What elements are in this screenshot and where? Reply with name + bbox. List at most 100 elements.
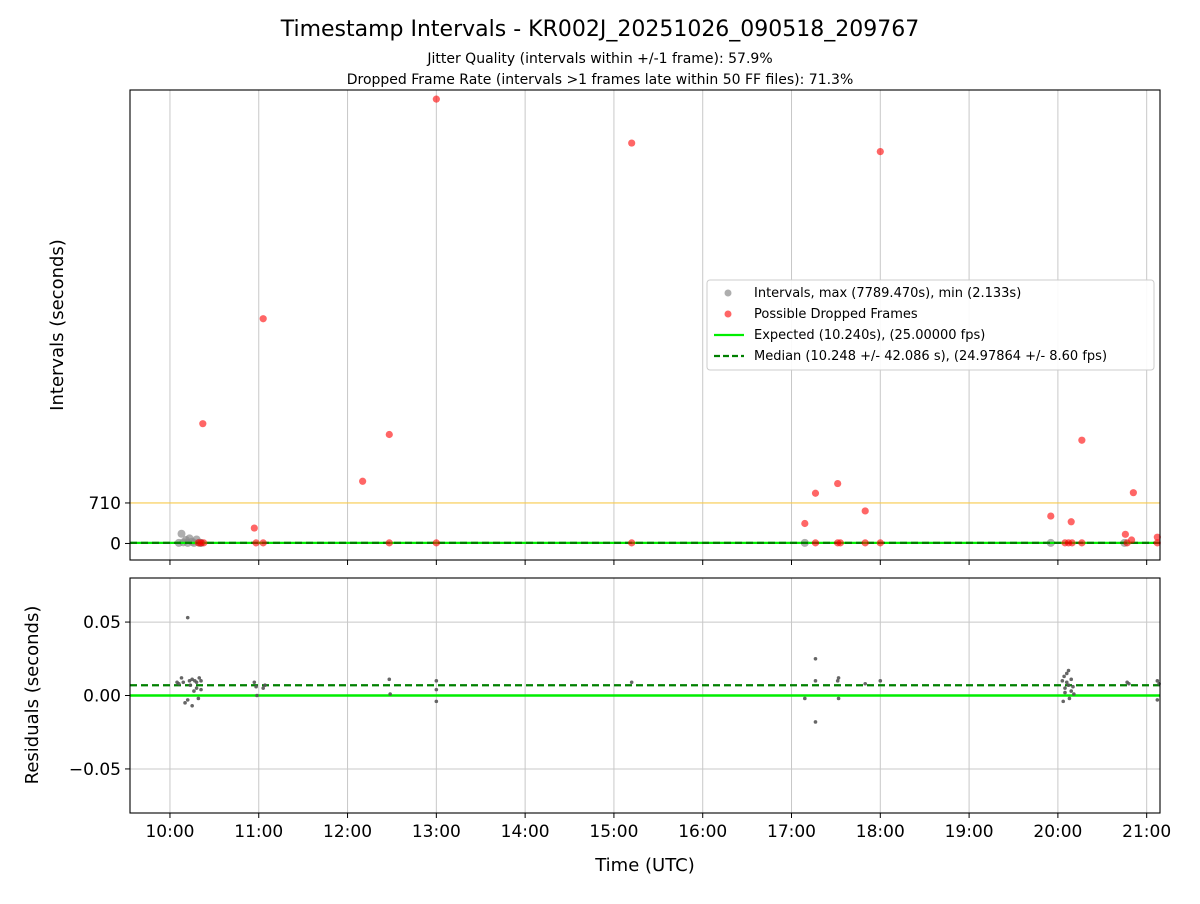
x-tick-label: 21:00 [1122, 822, 1171, 842]
residual-point [255, 693, 259, 698]
residual-point [194, 680, 199, 685]
legend-intervals-label: Intervals, max (7789.470s), min (2.133s) [754, 286, 1021, 301]
top-y-tick-label: 710 [89, 494, 121, 514]
residual-point [1069, 677, 1074, 682]
dropped-frame-point [1078, 539, 1086, 547]
residual-point [188, 683, 193, 688]
residual-point [1155, 679, 1160, 683]
top-plot-frame [129, 89, 1161, 561]
x-tick-label: 15:00 [589, 822, 638, 842]
dropped-frame-point [385, 430, 393, 439]
chart-subtitle-line2: Dropped Frame Rate (intervals >1 frames … [347, 72, 854, 88]
residual-point [1155, 698, 1160, 702]
dropped-frame-point [811, 489, 820, 497]
residual-point [863, 681, 868, 686]
residual-point [1063, 686, 1067, 690]
residual-point [388, 692, 392, 696]
x-tick-label: 18:00 [856, 822, 905, 842]
legend-expected-label: Expected (10.240s), (25.00000 fps) [754, 328, 985, 343]
residual-point [434, 699, 439, 704]
dropped-frame-point [359, 477, 367, 485]
residual-point [199, 679, 203, 683]
dropped-frame-point [861, 539, 869, 547]
residual-point [183, 701, 187, 705]
residual-point [836, 696, 841, 701]
top-y-tick-label: 0 [110, 534, 121, 554]
residual-point [179, 676, 184, 680]
dropped-frame-point [432, 95, 440, 103]
legend: Intervals, max (7789.470s), min (2.133s)… [706, 279, 1155, 371]
residual-point [252, 680, 257, 685]
legend-dropped-marker [724, 310, 732, 318]
residual-point [187, 679, 192, 683]
residual-point [1127, 681, 1131, 686]
dropped-frame-point [250, 524, 258, 532]
top-y-axis-label: Intervals (seconds) [47, 239, 68, 411]
dropped-frame-point [1121, 530, 1129, 538]
residual-point [813, 720, 818, 724]
residual-point [629, 680, 634, 685]
interval-point [177, 529, 186, 538]
dropped-frame-point [811, 539, 820, 547]
dropped-frame-point [200, 539, 208, 547]
x-tick-label: 19:00 [945, 822, 994, 842]
dropped-frame-point [628, 139, 636, 147]
residual-point [813, 679, 818, 683]
dropped-frame-point [876, 539, 884, 547]
dropped-frame-point [836, 539, 844, 547]
dropped-frame-point [1129, 489, 1137, 497]
residuals-panel: 0.05 0.00 −0.05 10:00 11:00 12:00 13:00 14:00 15… [69, 577, 1171, 842]
residual-point [1066, 683, 1071, 688]
bottom-y-tick-label: 0.00 [83, 687, 121, 707]
dropped-frame-point [834, 479, 842, 488]
dropped-frame-point [252, 539, 260, 547]
x-axis-label: Time (UTC) [594, 855, 695, 876]
dropped-frame-point [432, 539, 440, 547]
residual-point [803, 696, 807, 701]
residual-point [387, 677, 392, 682]
residual-point [1064, 680, 1069, 685]
residual-point [196, 696, 201, 701]
chart-subtitle-line1: Jitter Quality (intervals within +/-1 fr… [426, 51, 772, 67]
dropped-frame-point [1068, 539, 1076, 547]
legend-box [706, 279, 1155, 371]
bottom-y-tick-label: 0.05 [83, 613, 121, 633]
residual-point [199, 687, 203, 692]
bottom-plot-frame [129, 577, 1161, 814]
residual-point [1064, 671, 1069, 676]
residual-point [1063, 690, 1067, 695]
residual-point [261, 686, 265, 690]
residual-point [1062, 674, 1066, 679]
legend-median-label: Median (10.248 +/- 42.086 s), (24.97864 … [754, 349, 1107, 364]
dropped-frame-point [199, 420, 207, 428]
dropped-frame-point [259, 539, 267, 547]
chart-title: Timestamp Intervals - KR002J_20251026_09… [280, 17, 920, 42]
legend-dropped-label: Possible Dropped Frames [754, 307, 918, 322]
dropped-frame-point [1067, 518, 1075, 526]
x-tick-label: 11:00 [234, 822, 283, 842]
residual-point [1060, 679, 1065, 683]
residual-point [1069, 689, 1074, 693]
residual-point [1072, 692, 1076, 696]
residual-point [1066, 668, 1071, 673]
x-tick-label: 12:00 [323, 822, 372, 842]
dropped-frame-point [801, 519, 809, 528]
residual-point [813, 656, 818, 661]
residual-point [197, 676, 202, 680]
dropped-frame-point [861, 507, 869, 515]
residual-point [254, 684, 258, 689]
bottom-y-axis-label: Residuals (seconds) [22, 606, 43, 785]
dropped-frame-point [1153, 533, 1161, 541]
residual-point [190, 703, 194, 708]
residual-point [434, 679, 439, 683]
dropped-frame-point [1078, 436, 1086, 444]
x-tick-label: 16:00 [678, 822, 727, 842]
dropped-frame-point [1153, 539, 1161, 547]
dropped-frame-point [385, 539, 393, 547]
residual-point [194, 686, 199, 690]
residual-point [1071, 684, 1075, 689]
residual-point [1061, 699, 1066, 704]
residual-point [1067, 696, 1072, 701]
